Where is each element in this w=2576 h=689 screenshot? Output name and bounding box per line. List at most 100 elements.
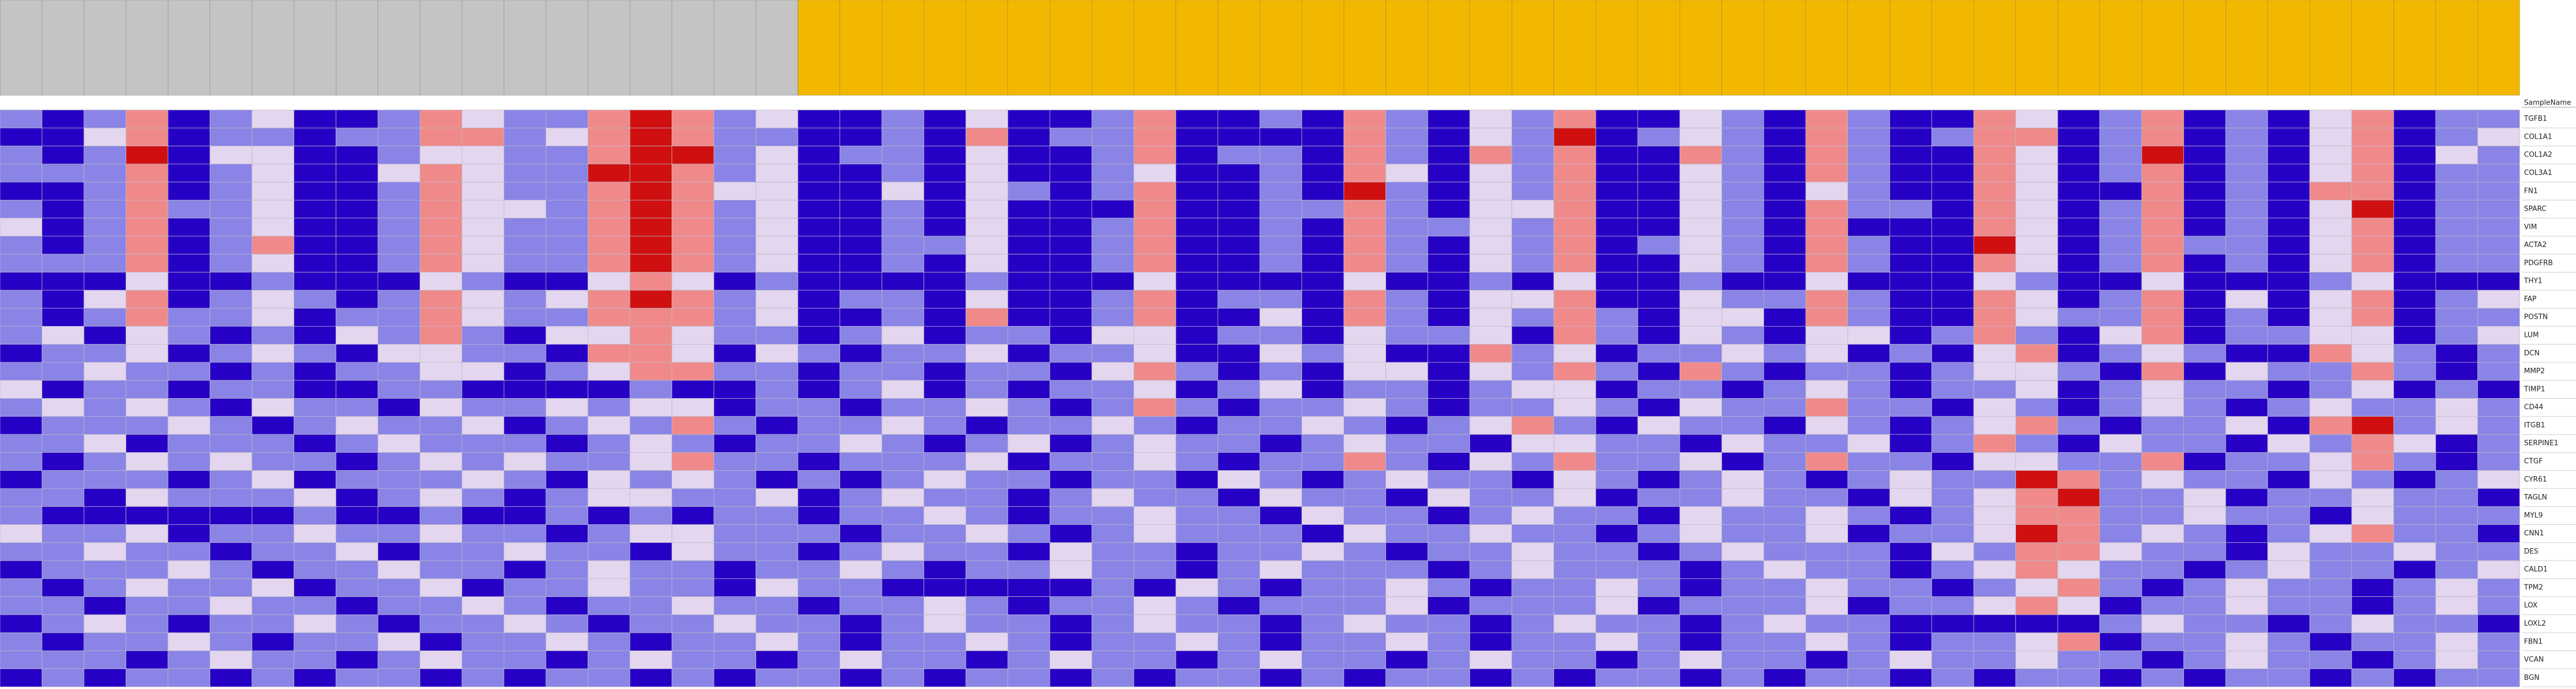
- heatmap-cell: [2351, 326, 2394, 345]
- heatmap-cell: [1427, 181, 1471, 200]
- heatmap-cell: [83, 109, 126, 128]
- heatmap-cell: [2099, 200, 2142, 219]
- heatmap-cell: [2057, 200, 2100, 219]
- heatmap-cell: [2057, 127, 2100, 146]
- heatmap-cell: [2057, 164, 2100, 183]
- heatmap-cell: [1049, 109, 1092, 128]
- heatmap-cell: [0, 109, 42, 128]
- heatmap-cell: [1931, 542, 1974, 561]
- heatmap-cell: [2183, 398, 2226, 417]
- heatmap-cell: [251, 542, 295, 561]
- heatmap-cell: [2309, 181, 2352, 200]
- heatmap-cell: [251, 344, 295, 363]
- heatmap-cell: [1595, 164, 1638, 183]
- heatmap-cell: [1805, 596, 1848, 615]
- heatmap-cell: [1805, 236, 1848, 255]
- heatmap-cell: [335, 452, 379, 471]
- heatmap-cell: [2057, 651, 2100, 670]
- heatmap-cell: [1763, 596, 1806, 615]
- heatmap-cell: [1343, 380, 1386, 399]
- heatmap-cell: [1133, 488, 1176, 507]
- heatmap-cell: [2225, 146, 2268, 165]
- heatmap-cell: [1511, 434, 1554, 453]
- heatmap-cell: [1343, 668, 1386, 687]
- heatmap-cell: [2351, 290, 2394, 309]
- heatmap-cell: [1511, 560, 1554, 579]
- heatmap-cell: [1091, 488, 1134, 507]
- heatmap-cell: [251, 560, 295, 579]
- heatmap-cell: [1721, 272, 1764, 291]
- heatmap-cell: [756, 578, 798, 597]
- heatmap-cell: [1385, 398, 1428, 417]
- heatmap-cell: [2057, 362, 2100, 381]
- heatmap-cell: [756, 506, 798, 525]
- heatmap-cell: [2435, 127, 2478, 146]
- heatmap-cell: [1889, 614, 1932, 633]
- heatmap-cell: [2057, 452, 2100, 471]
- heatmap-cell: [545, 218, 588, 237]
- heatmap-cell: [588, 452, 630, 471]
- heatmap-cell: [1805, 109, 1848, 128]
- heatmap-cell: [1848, 578, 1890, 597]
- heatmap-cell: [840, 488, 882, 507]
- heatmap-cell: [1259, 452, 1302, 471]
- heatmap-cell: [1385, 651, 1428, 670]
- heatmap-cell: [1931, 470, 1974, 489]
- heatmap-cell: [1595, 524, 1638, 543]
- heatmap-cell: [1343, 164, 1386, 183]
- heatmap-cell: [2267, 452, 2310, 471]
- heatmap-cell: [83, 308, 126, 327]
- heatmap-cell: [0, 272, 42, 291]
- heatmap-cell: [588, 272, 630, 291]
- heatmap-cell: [1007, 524, 1050, 543]
- heatmap-cell: [1175, 127, 1218, 146]
- heatmap-cell: [126, 127, 168, 146]
- heatmap-cell: [1637, 524, 1680, 543]
- heatmap-cell: [1763, 488, 1806, 507]
- heatmap-cell: [2351, 380, 2394, 399]
- heatmap-cell: [1679, 344, 1722, 363]
- heatmap-cell: [545, 560, 588, 579]
- heatmap-cell: [1385, 290, 1428, 309]
- heatmap-cell: [1259, 380, 1302, 399]
- heatmap-cell: [1259, 560, 1302, 579]
- heatmap-cell: [1259, 506, 1302, 525]
- heatmap-cell: [1889, 146, 1932, 165]
- heatmap-cell: [965, 181, 1009, 200]
- heatmap-cell: [629, 127, 672, 146]
- heatmap-cell: [2309, 308, 2352, 327]
- heatmap-cell: [378, 416, 420, 435]
- row-label: ITGB1: [2524, 421, 2545, 430]
- row-label: MYL9: [2524, 511, 2543, 519]
- heatmap-cell: [1763, 524, 1806, 543]
- heatmap-cell: [1469, 668, 1512, 687]
- heatmap-cell: [2267, 632, 2310, 651]
- heatmap-cell: [2477, 560, 2520, 579]
- heatmap-cell: [1218, 326, 1260, 345]
- heatmap-cell: [167, 578, 211, 597]
- heatmap-cell: [2435, 236, 2478, 255]
- heatmap-cell: [2309, 452, 2352, 471]
- heatmap-cell: [840, 651, 882, 670]
- heatmap-cell: [1259, 651, 1302, 670]
- heatmap-cell: [1763, 380, 1806, 399]
- heatmap-cell: [42, 524, 84, 543]
- heatmap-cell: [1133, 470, 1176, 489]
- heatmap-cell: [1931, 290, 1974, 309]
- heatmap-cell: [545, 452, 588, 471]
- heatmap-cell: [2099, 127, 2142, 146]
- heatmap-cell: [1427, 488, 1471, 507]
- heatmap-cell: [1007, 452, 1050, 471]
- heatmap-cell: [1889, 218, 1932, 237]
- heatmap-cell: [2267, 127, 2310, 146]
- heatmap-cell: [167, 651, 211, 670]
- heatmap-cell: [1049, 272, 1092, 291]
- heatmap-cell: [1848, 253, 1890, 272]
- heatmap-cell: [2099, 651, 2142, 670]
- heatmap-cell: [1133, 651, 1176, 670]
- heatmap-cell: [461, 578, 504, 597]
- heatmap-cell: [2183, 380, 2226, 399]
- heatmap-cell: [2015, 434, 2058, 453]
- heatmap-cell: [2435, 596, 2478, 615]
- heatmap-cell: [2015, 668, 2058, 687]
